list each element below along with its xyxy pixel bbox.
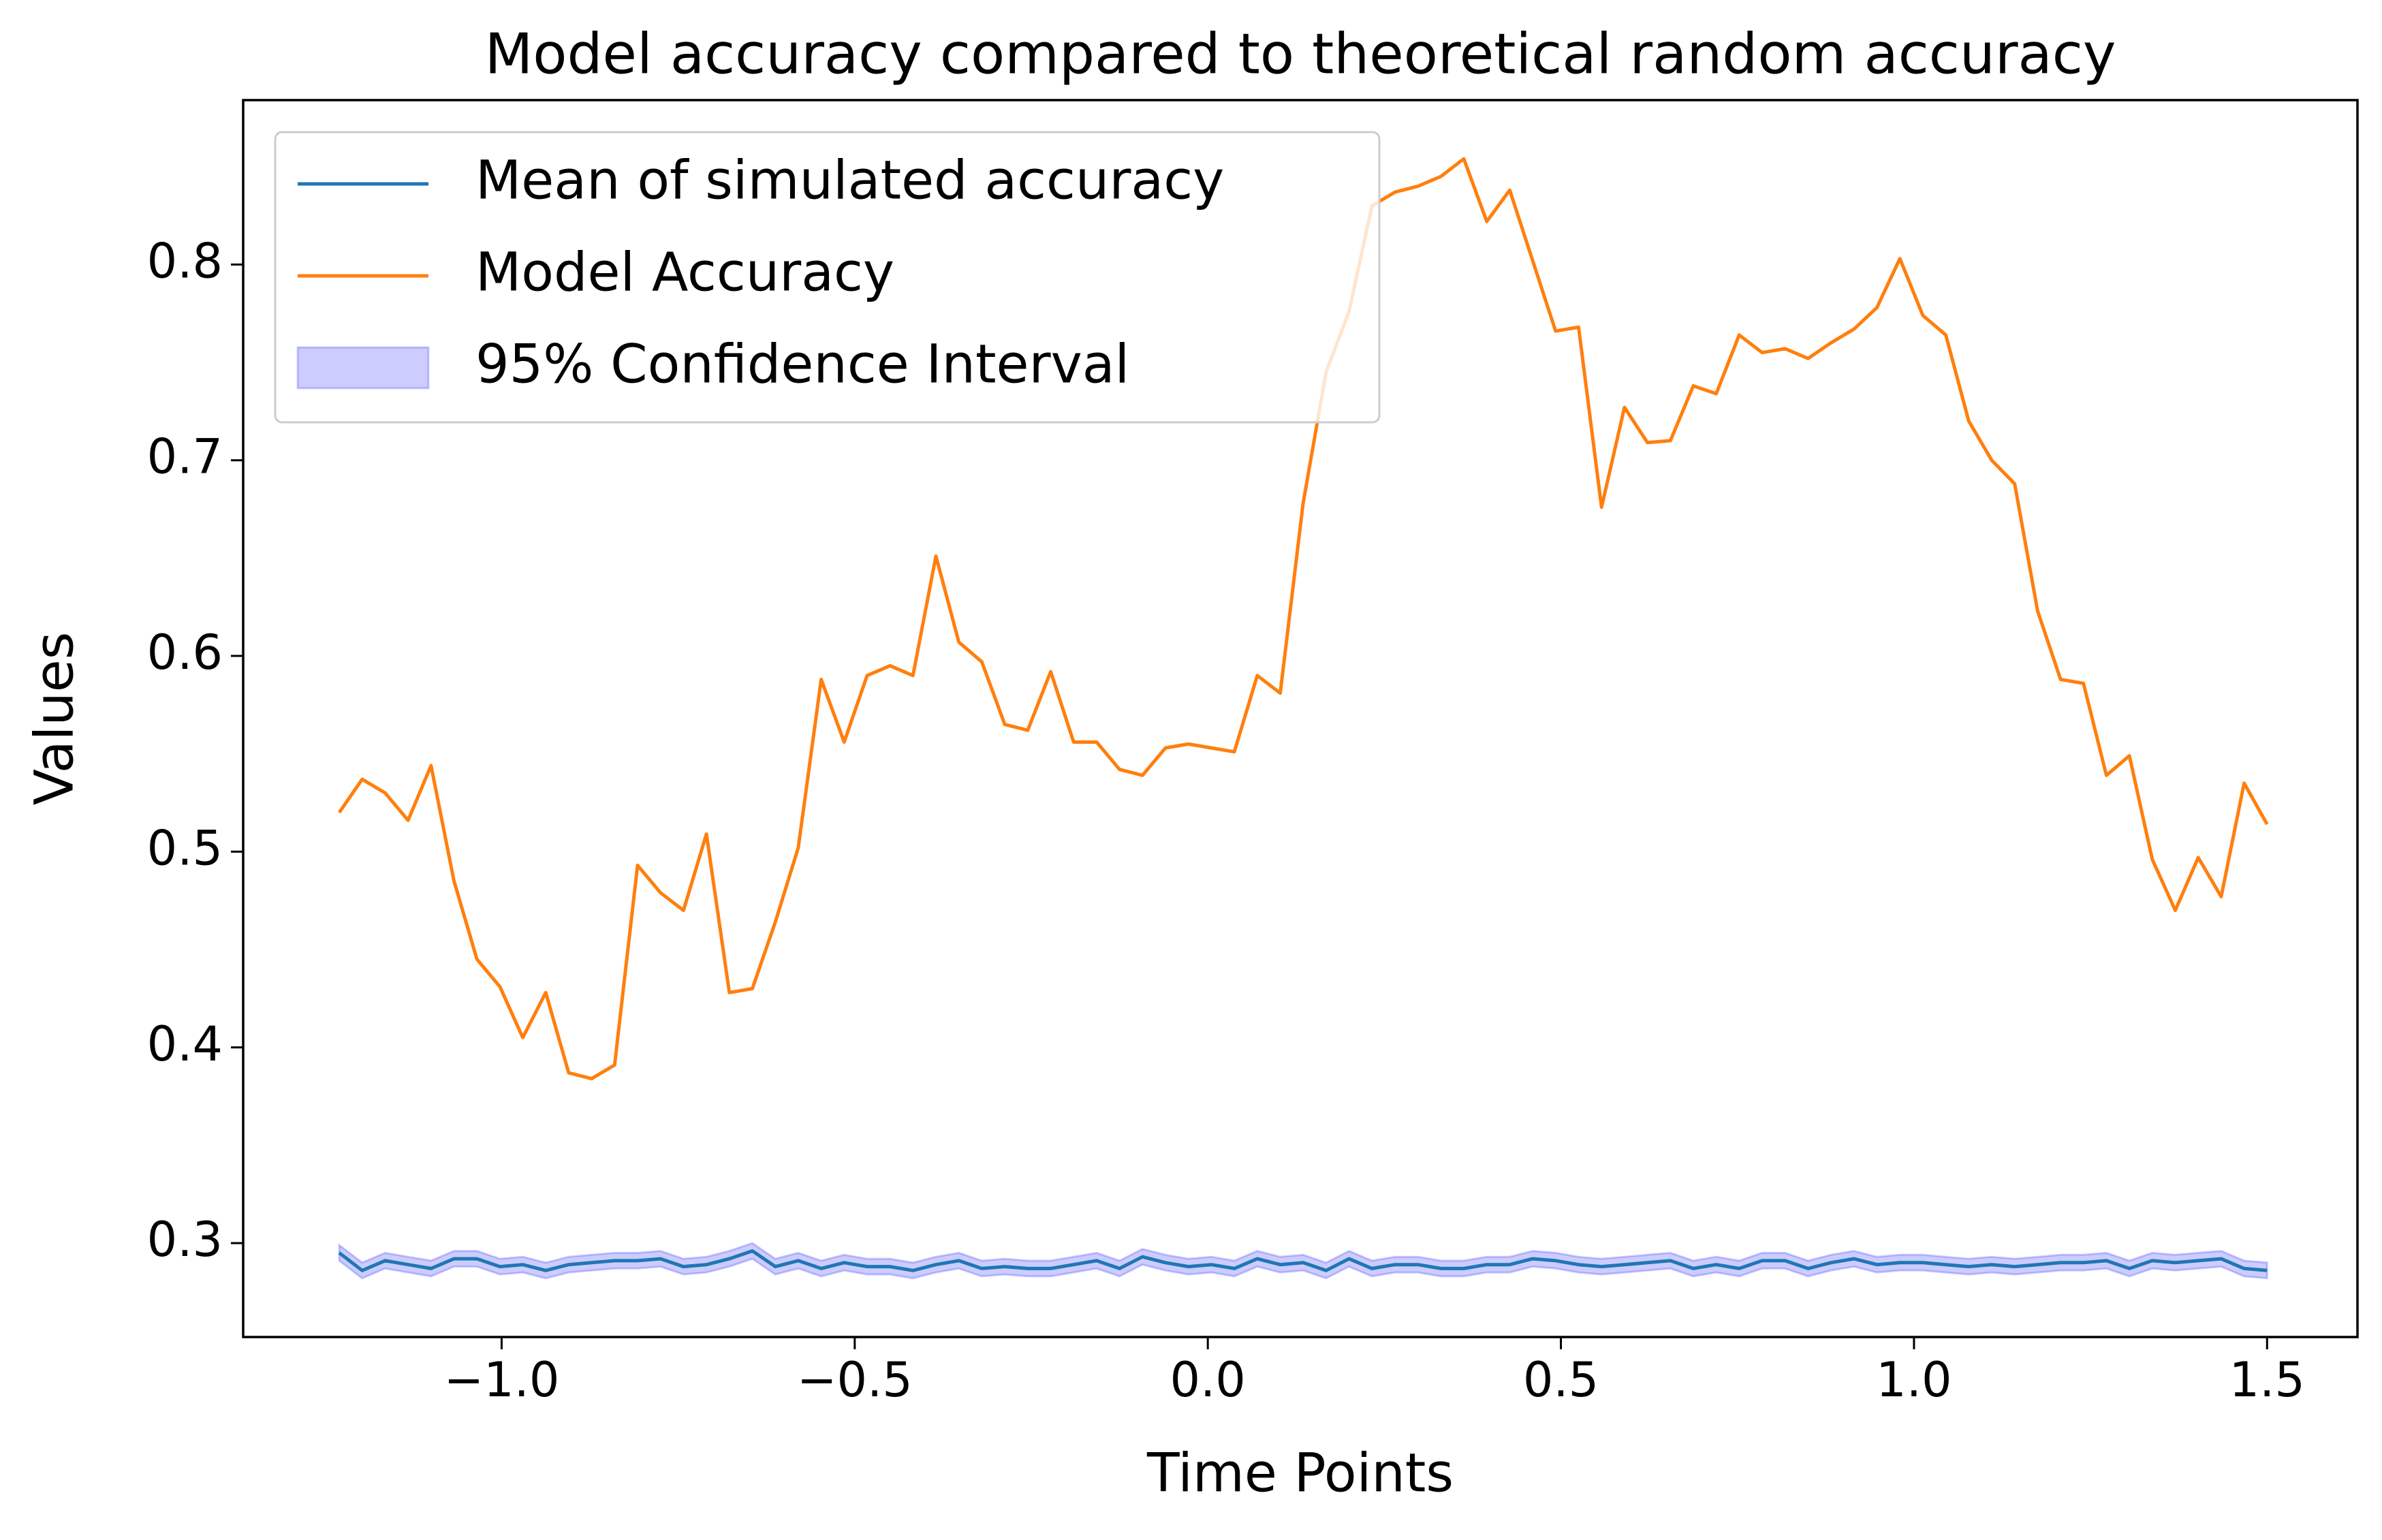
legend-label: 95% Confidence Interval xyxy=(475,334,1129,395)
legend-label: Model Accuracy xyxy=(475,242,894,303)
x-tick-label: 1.5 xyxy=(2229,1352,2305,1408)
x-tick-label: 0.5 xyxy=(1523,1352,1599,1408)
plot-frame xyxy=(242,99,2359,1338)
legend: Mean of simulated accuracy Model Accuracy… xyxy=(274,131,1381,424)
legend-label: Mean of simulated accuracy xyxy=(475,150,1224,211)
y-tick-label: 0.3 xyxy=(147,1212,223,1268)
chart-title: Model accuracy compared to theoretical r… xyxy=(485,22,2116,87)
y-tick-label: 0.6 xyxy=(147,625,223,680)
x-tick-label: 0.0 xyxy=(1170,1352,1246,1408)
y-axis-label: Values xyxy=(24,632,85,806)
y-tick-label: 0.5 xyxy=(147,820,223,876)
y-tick-label: 0.8 xyxy=(147,233,223,289)
x-axis-label: Time Points xyxy=(1146,1443,1454,1504)
series-line xyxy=(338,1249,2268,1272)
legend-swatch xyxy=(296,346,430,390)
y-tick-label: 0.4 xyxy=(147,1016,223,1072)
series-line xyxy=(337,157,2269,1081)
x-tick-label: 1.0 xyxy=(1876,1352,1952,1408)
x-tick-label: −0.5 xyxy=(797,1352,913,1408)
legend-box xyxy=(274,131,1381,424)
y-tick-label: 0.7 xyxy=(147,429,223,485)
x-tick-label: −1.0 xyxy=(443,1352,559,1408)
